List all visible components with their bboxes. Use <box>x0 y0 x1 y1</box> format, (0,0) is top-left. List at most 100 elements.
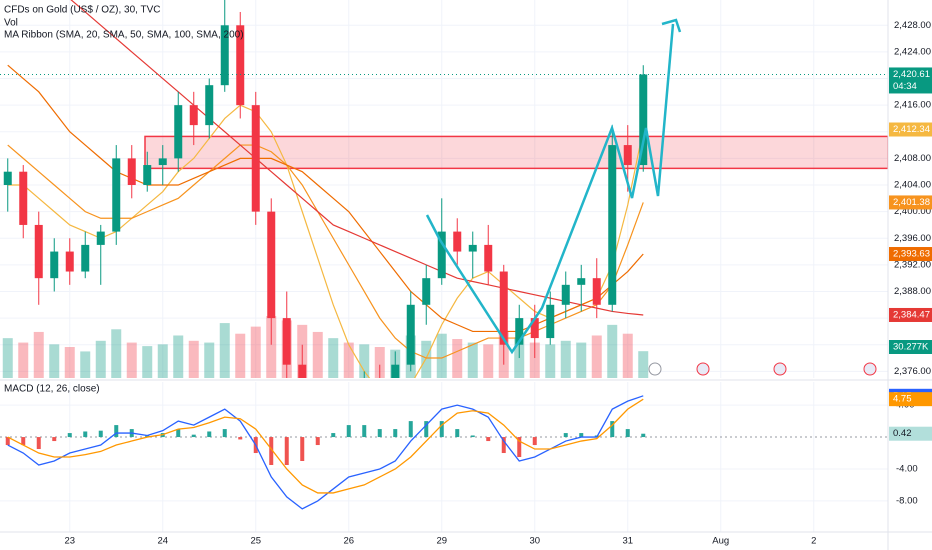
y-tick-label: 2,396.00 <box>894 233 931 244</box>
candle-body <box>205 85 214 126</box>
histogram-bar <box>408 421 413 438</box>
histogram-bar <box>486 437 491 442</box>
candle-body <box>298 364 307 378</box>
y-tick-label: 2,376.00 <box>894 366 931 377</box>
volume-bar <box>591 335 602 378</box>
volume-bar <box>235 333 246 378</box>
histogram-bar <box>439 421 444 438</box>
histogram-bar <box>269 437 274 465</box>
candle-body <box>19 171 28 225</box>
y-tick-label: 2,400.00 <box>894 206 931 217</box>
volume-bar <box>142 346 153 378</box>
candle-body <box>189 105 198 126</box>
candle-body <box>437 231 446 279</box>
axis-label: 4.75 <box>893 394 912 405</box>
axis-label: 30.277K <box>893 342 929 353</box>
candle-body <box>453 231 462 252</box>
axis-label-box <box>889 247 932 262</box>
axis-label-box <box>889 426 932 441</box>
histogram-bar <box>625 429 630 438</box>
axis-label: 0.42 <box>893 428 912 439</box>
macd-pane <box>0 382 888 532</box>
volume-bar <box>204 342 215 378</box>
icon <box>863 362 877 376</box>
histogram-bar <box>579 433 584 438</box>
x-tick-label: 24 <box>157 536 168 547</box>
y-tick-label: -8.00 <box>896 495 918 506</box>
x-tick-label: 26 <box>343 536 354 547</box>
axis-label: 2,401.38 <box>893 197 930 208</box>
histogram-bar <box>501 437 506 454</box>
candle-body <box>220 25 229 86</box>
icon <box>648 362 662 376</box>
axis-label: 2,420.61 <box>893 69 930 80</box>
ma-line <box>70 0 644 316</box>
volume-bar <box>343 342 354 378</box>
candle-body <box>3 171 12 186</box>
candle-body <box>546 304 555 339</box>
volume-bar <box>18 342 29 378</box>
histogram-bar <box>222 429 227 438</box>
axis-label-box <box>889 67 932 94</box>
event-icons <box>648 362 877 376</box>
histogram-bar <box>5 437 10 446</box>
axis-label-box <box>889 340 932 354</box>
y-tick-label: 2,416.00 <box>894 100 931 111</box>
zone <box>144 135 888 170</box>
candle-body <box>577 278 586 285</box>
candle-body <box>81 244 90 272</box>
histogram-bar <box>114 425 119 438</box>
histogram-bar <box>36 437 41 450</box>
volume-bar <box>188 340 199 378</box>
volume-bar <box>266 316 277 378</box>
volume-bar <box>452 339 463 378</box>
volume-bar <box>576 342 587 378</box>
volume-bar <box>359 344 370 378</box>
x-tick-label: 2 <box>811 536 816 547</box>
candle-body <box>96 231 105 245</box>
candle-body <box>639 74 648 166</box>
x-tick-label: 29 <box>436 536 447 547</box>
x-tick-label: 31 <box>622 536 633 547</box>
volume-bar <box>111 329 122 378</box>
histogram-bar <box>145 435 150 438</box>
volume-bar <box>33 331 44 378</box>
histogram-bar <box>300 437 305 461</box>
volume-bar <box>173 335 184 378</box>
candle-body <box>360 385 368 418</box>
macd-line <box>7 395 644 510</box>
macd-title: MACD (12, 26, close) <box>4 384 100 395</box>
axis-label: 2,393.63 <box>893 249 930 260</box>
volume-bar <box>80 351 91 378</box>
candle-body <box>592 278 601 305</box>
candle-body <box>314 411 322 424</box>
histogram-bar <box>455 429 460 438</box>
volume-bar <box>607 324 618 378</box>
candle-body <box>515 318 524 345</box>
histogram-bar <box>377 429 382 438</box>
histogram-bar <box>238 437 243 440</box>
histogram-bar <box>21 437 26 446</box>
histogram-bar <box>207 431 212 438</box>
histogram-bar <box>563 433 568 438</box>
histogram-bar <box>98 430 103 438</box>
candle-body <box>158 158 167 166</box>
axis-label-box <box>889 195 932 210</box>
volume-bar <box>95 340 106 378</box>
volume-bar <box>483 344 494 378</box>
histogram-bar <box>331 433 336 438</box>
candle-body <box>406 304 415 365</box>
y-tick-label: 2,392.00 <box>894 259 931 270</box>
x-tick-label: 25 <box>250 536 261 547</box>
candle-body <box>329 405 337 425</box>
histogram-bar <box>67 433 72 438</box>
volume-bar <box>421 340 432 378</box>
drawing-zigzag <box>425 23 675 355</box>
candle-body <box>236 25 245 106</box>
x-tick-label: 30 <box>529 536 540 547</box>
candle-body <box>34 224 43 279</box>
candle-body <box>561 284 570 305</box>
volume-bar <box>312 331 323 378</box>
candle-body <box>391 364 400 378</box>
axis-label-box <box>889 307 932 322</box>
